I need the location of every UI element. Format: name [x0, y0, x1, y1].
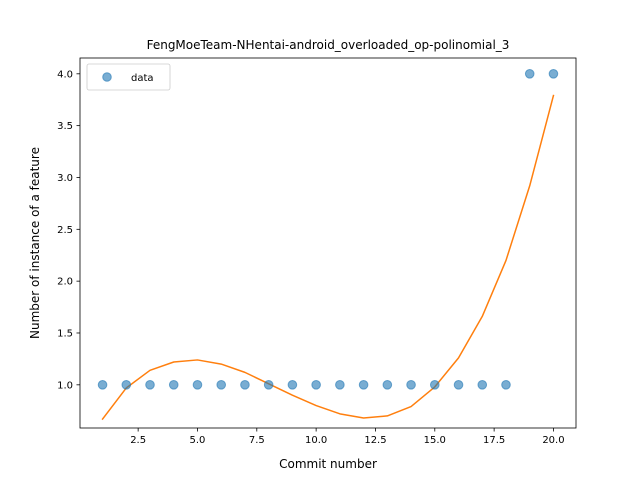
data-point — [453, 380, 464, 390]
x-tick-label: 7.5 — [249, 435, 265, 446]
y-tick-label: 1.5 — [57, 328, 73, 339]
data-point — [263, 380, 274, 390]
data-point — [145, 380, 155, 390]
data-point — [382, 380, 393, 390]
legend-marker-data — [102, 72, 112, 82]
legend-box — [86, 63, 171, 91]
data-point — [429, 380, 440, 390]
chart-title: FengMoeTeam-NHentai-android_overloaded_o… — [147, 38, 510, 52]
legend-label-data: data — [131, 73, 154, 84]
data-point — [121, 380, 132, 390]
data-point — [548, 69, 559, 79]
data-point — [97, 380, 108, 390]
x-tick-label: 20.0 — [542, 435, 564, 446]
plot-area — [80, 58, 576, 428]
fit-line-layer — [101, 94, 555, 421]
y-tick-label: 3.0 — [57, 173, 73, 184]
legend: data — [86, 63, 171, 91]
y-tick-label: 4.0 — [57, 69, 73, 80]
y-axis-ticks: 1.0 1.5 2.0 2.5 3.0 3.5 4.0 — [57, 69, 80, 391]
data-point — [358, 380, 369, 390]
data-point — [406, 380, 416, 390]
y-tick-label: 1.0 — [57, 380, 73, 391]
data-point — [477, 380, 488, 390]
y-tick-label: 2.0 — [57, 277, 73, 288]
data-point — [216, 380, 227, 390]
x-tick-label: 10.0 — [305, 435, 327, 446]
y-axis-label: Number of instance of a feature — [28, 147, 42, 339]
x-tick-label: 12.5 — [364, 435, 386, 446]
data-point — [335, 380, 345, 390]
x-tick-label: 5.0 — [190, 435, 206, 446]
y-tick-label: 2.5 — [57, 225, 73, 236]
fit-line — [101, 94, 555, 421]
x-axis-label: Commit number — [279, 457, 377, 471]
data-point — [287, 380, 298, 390]
x-axis-ticks: 2.5 5.0 7.5 10.0 12.5 15.0 17.5 20.0 — [130, 428, 565, 446]
data-points-layer — [97, 69, 559, 390]
data-point — [192, 380, 203, 390]
data-point — [240, 380, 250, 390]
axes-frame — [79, 57, 577, 429]
data-point — [501, 380, 511, 390]
data-point — [311, 380, 321, 390]
x-tick-label: 17.5 — [483, 435, 505, 446]
y-tick-label: 3.5 — [57, 121, 73, 132]
data-point — [524, 69, 535, 79]
x-tick-label: 15.0 — [424, 435, 446, 446]
data-point — [168, 380, 179, 390]
x-tick-label: 2.5 — [130, 435, 146, 446]
